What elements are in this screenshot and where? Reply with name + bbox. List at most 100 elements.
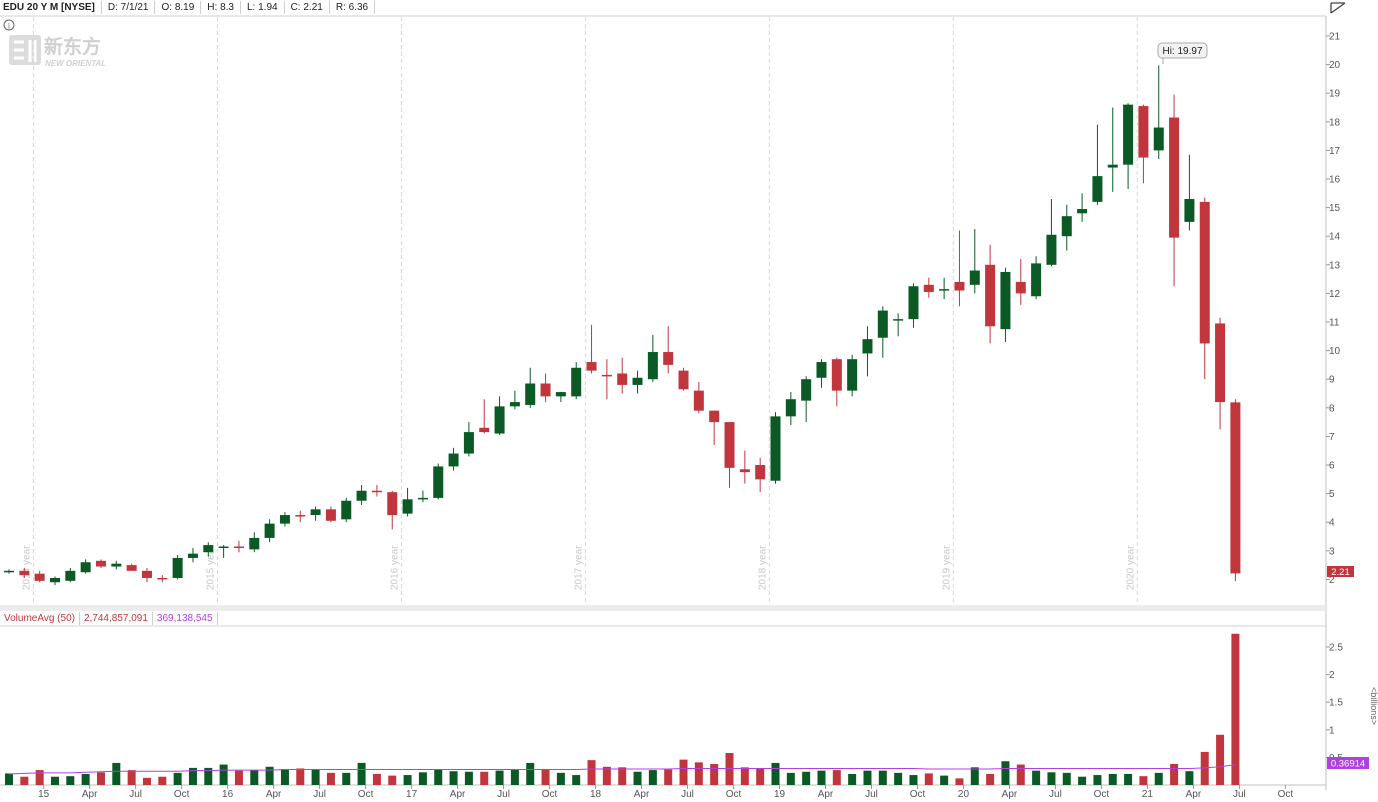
candle (1061, 204, 1072, 251)
candle-body (755, 465, 766, 480)
candle (816, 359, 827, 388)
candle (1199, 197, 1210, 380)
candle-body (816, 362, 827, 378)
volume-bar (158, 776, 167, 785)
candle-body (279, 515, 290, 524)
candle (801, 376, 812, 423)
candle-body (555, 392, 566, 397)
x-tick-label: Oct (1094, 789, 1110, 800)
candle (693, 382, 704, 414)
volume-bar (219, 764, 228, 785)
candle-body (95, 560, 106, 567)
volume-bar (66, 776, 75, 785)
candle-body (1046, 234, 1057, 265)
candle (187, 547, 198, 563)
volume-layer (5, 633, 1240, 785)
candle-body (709, 410, 720, 423)
volume-bar (1216, 734, 1225, 785)
candle-body (601, 374, 612, 377)
volume-bar (418, 772, 427, 785)
candle (479, 399, 490, 434)
volume-bar (664, 769, 673, 785)
price-tick-label: 5 (1329, 489, 1335, 500)
volume-tick-label: 1 (1329, 725, 1335, 736)
x-tick-label: Jul (313, 789, 326, 800)
volume-bar (173, 772, 182, 785)
x-tick-label: Jul (497, 789, 510, 800)
volume-tick-label: 2 (1329, 670, 1335, 681)
volume-value: 2,744,857,091 (80, 612, 153, 625)
candle-body (632, 377, 643, 385)
candle (1153, 65, 1164, 159)
price-tick-label: 12 (1329, 289, 1341, 300)
x-tick-label: Apr (1186, 789, 1202, 800)
candle (264, 519, 275, 543)
volume-bar (1139, 776, 1148, 785)
volume-bar (1032, 770, 1041, 785)
logo-chinese-text: 新东方 (44, 35, 101, 58)
high-value: H: 8.3 (201, 1, 241, 14)
candle-body (1107, 164, 1118, 168)
volume-bar (756, 768, 765, 785)
candle (95, 559, 106, 568)
chart-settings-icon[interactable] (1330, 2, 1346, 14)
candle (19, 567, 30, 578)
candle-body (1092, 176, 1103, 202)
candle-body (862, 339, 873, 354)
volume-bar (679, 759, 688, 785)
volume-bar (848, 773, 857, 785)
candle (463, 422, 474, 457)
candle-body (1230, 402, 1241, 574)
volume-bar (786, 772, 795, 785)
grid-layer: 2014 year 2015 year 2016 year 2017 year 2018… (22, 17, 1138, 605)
price-tick-label: 11 (1329, 318, 1340, 329)
volume-bar (771, 762, 780, 785)
volume-bar (480, 771, 489, 785)
info-icon[interactable]: i (3, 19, 15, 31)
candle-body (1000, 271, 1011, 330)
price-tick-label: 4 (1329, 518, 1335, 529)
volume-bar (894, 772, 903, 785)
candle (325, 506, 336, 523)
high-callout-text: Hi: 19.97 (1162, 46, 1202, 57)
price-tick-label: 16 (1329, 175, 1341, 186)
candle-body (1061, 216, 1072, 237)
candle-body (647, 352, 658, 380)
candle (1123, 103, 1134, 190)
candle-body (724, 422, 735, 468)
candle (1230, 399, 1241, 582)
candle-body (325, 509, 336, 521)
candle-body (126, 565, 137, 571)
volume-bar (710, 764, 719, 785)
candle-body (586, 362, 597, 371)
price-tick-label: 18 (1329, 117, 1341, 128)
candle (678, 367, 689, 391)
volume-avg-label: VolumeAvg (50) (0, 612, 80, 625)
volume-bar (510, 769, 519, 785)
x-tick-label: Oct (542, 789, 558, 800)
volume-bar (909, 775, 918, 785)
price-tick-label: 19 (1329, 89, 1341, 100)
candle-body (847, 359, 858, 391)
logo-english-text: NEW ORIENTAL (45, 59, 106, 68)
candle (402, 487, 413, 517)
candle (877, 306, 888, 358)
price-tick-label: 13 (1329, 260, 1341, 271)
candle-body (34, 573, 45, 581)
candle-body (770, 416, 781, 481)
candle (371, 485, 382, 497)
info-bar: EDU 20 Y M [NYSE] D: 7/1/21 O: 8.19 H: 8… (0, 0, 376, 15)
candle-body (923, 284, 934, 292)
volume-bar (648, 770, 657, 785)
candle (724, 422, 735, 488)
candle-body (678, 370, 689, 390)
volume-bar (188, 767, 197, 785)
candle (80, 559, 91, 574)
candle (601, 359, 612, 400)
volume-bar (250, 770, 259, 785)
candle (126, 563, 137, 571)
price-tick-label: 14 (1329, 232, 1341, 243)
candle-body (356, 490, 367, 501)
candle (647, 334, 658, 383)
